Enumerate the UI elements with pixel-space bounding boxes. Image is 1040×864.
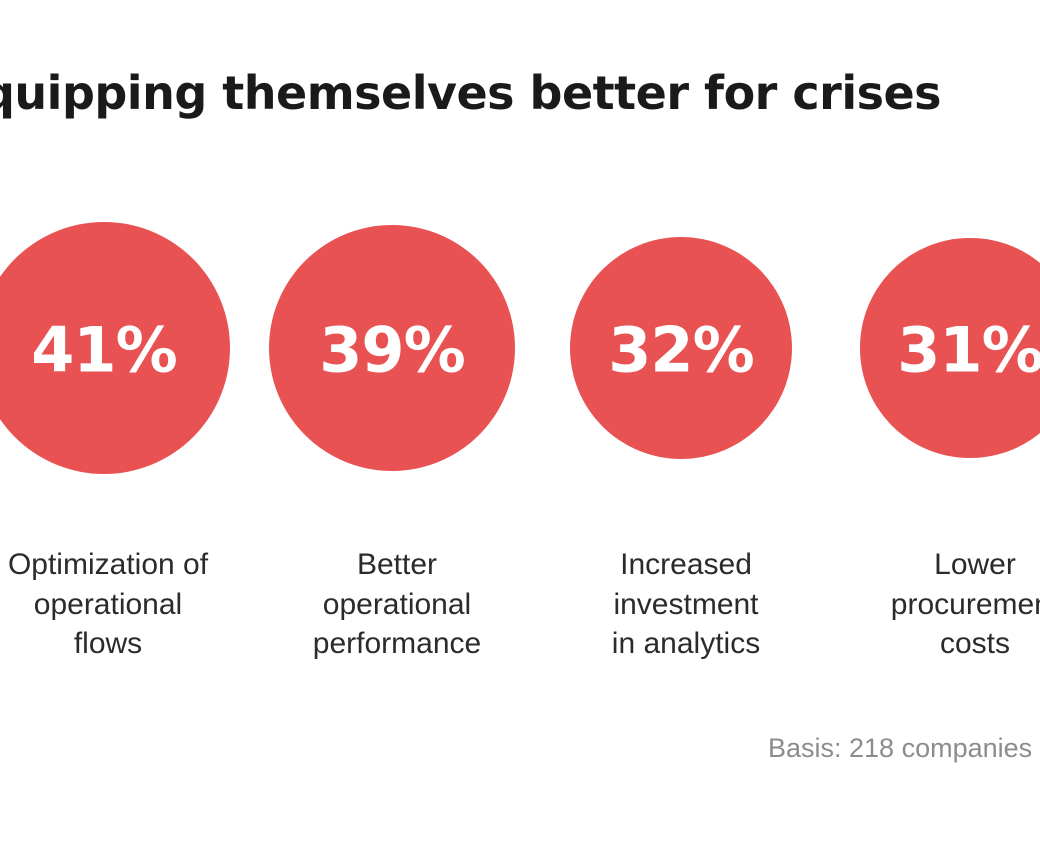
category-label: Optimization of operational flows [7,548,209,660]
value-circle [269,225,515,471]
value-label: 32% [608,313,754,387]
value-circle [860,238,1040,458]
category-label: Increased investment in analytics [611,548,761,660]
value-circle [569,236,793,460]
value-circle [0,222,230,474]
category-label: Lower procurement costs [890,548,1040,660]
value-label: 41% [31,313,177,387]
category-label: Better operational performance [312,548,482,660]
value-label: 39% [319,313,465,387]
value-label: 31% [897,313,1040,387]
basis-note: Basis: 218 companies [768,733,1033,763]
chart-title: quipping themselves better for crises [0,66,942,120]
